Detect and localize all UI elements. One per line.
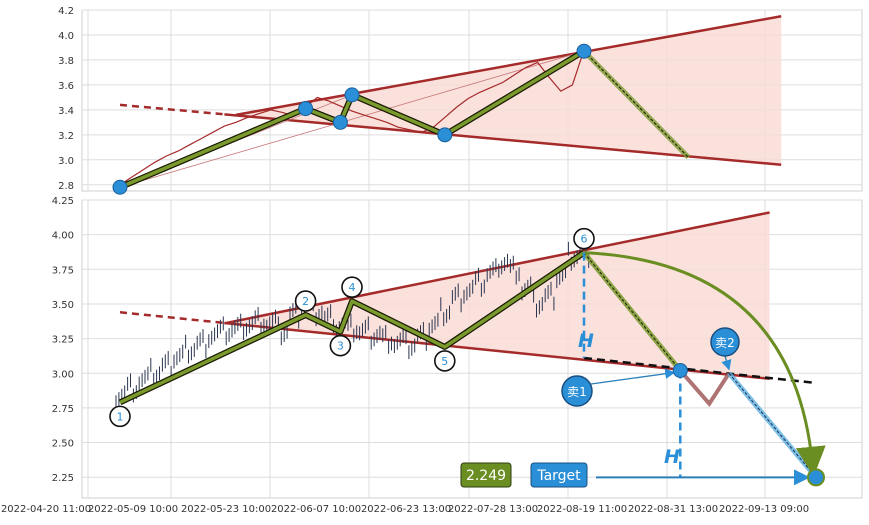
point-label-5: 5 [441, 355, 448, 368]
upper-trendline [235, 15, 782, 117]
sell-1-pointer [590, 368, 676, 385]
target-point [807, 468, 825, 487]
y-tick-label: 2.25 [52, 473, 74, 484]
projection-line-dash [583, 252, 681, 371]
point-label-6: 6 [581, 233, 588, 246]
point-marker-5 [433, 350, 456, 372]
point-label-4: 4 [349, 281, 356, 294]
triangle-fill [236, 16, 782, 165]
lower-trendline-dashed [119, 311, 225, 325]
height-marker-2: H [664, 446, 680, 468]
target-value-text: 2.249 [466, 468, 506, 484]
y-tick-label: 3.50 [52, 300, 74, 311]
y-tick-label: 3.0 [58, 156, 74, 167]
point-marker-3 [329, 334, 352, 357]
target-label-box [530, 462, 588, 488]
x-tick-label: 2022-09-13 09:00 [719, 504, 809, 515]
pattern-point [344, 87, 360, 103]
point-marker-2 [294, 290, 317, 312]
zigzag-pattern [119, 251, 585, 404]
sell-1-label: 卖1 [567, 385, 587, 399]
zigzag-pattern [119, 49, 585, 189]
sell-1-bubble [561, 375, 593, 407]
y-tick-label: 3.8 [58, 56, 74, 67]
point-label-1: 1 [117, 410, 124, 423]
point-marker-1 [109, 405, 131, 428]
x-tick-label: 2022-08-31 13:00 [628, 504, 718, 515]
target-label-text: Target [536, 468, 581, 484]
x-tick-label: 2022-05-23 10:00 [181, 504, 271, 515]
y-tick-label: 2.75 [52, 404, 74, 415]
y-tick-label: 3.25 [52, 335, 74, 346]
triangle-fill [224, 212, 770, 379]
top-panel: 4.2 4.0 3.8 3.6 3.4 3.2 3.0 2.8 [58, 6, 863, 195]
y-tick-label: 2.8 [58, 181, 74, 192]
sell-2-bubble [710, 327, 740, 357]
pattern-point [332, 114, 348, 130]
y-tick-label: 3.6 [58, 81, 74, 92]
y-tick-label: 4.2 [58, 6, 74, 17]
bottom-panel: 4.25 4.00 3.75 3.50 3.25 3.00 2.75 2.50 2.25 1 2 3 4… [52, 196, 863, 499]
point-label-3: 3 [337, 340, 344, 353]
price-line [119, 49, 585, 186]
point-marker-4 [341, 276, 363, 298]
breakout-point [672, 362, 688, 378]
y-tick-label: 4.00 [52, 231, 74, 242]
sell-2-pointer [721, 355, 732, 371]
height-marker-1: H [578, 330, 594, 352]
point-marker-6 [573, 227, 595, 250]
pattern-point [576, 43, 592, 59]
curved-arrow [583, 251, 826, 477]
x-tick-label: 2022-07-28 13:00 [448, 504, 538, 515]
lower-trendline-dashed [119, 103, 225, 116]
y-tick-label: 4.25 [52, 196, 74, 207]
annotations: 2.249 Target 卖1 卖2 H H [460, 327, 740, 488]
y-tick-label: 4.0 [58, 31, 74, 42]
target-path-dash [728, 372, 817, 478]
pattern-point [298, 101, 314, 117]
y-tick-label: 3.2 [58, 131, 74, 142]
x-tick-label: 2022-04-20 11:00 [1, 504, 91, 515]
x-tick-label: 2022-06-07 10:00 [271, 504, 361, 515]
y-tick-label: 3.00 [52, 369, 74, 380]
sell-2-label: 卖2 [715, 336, 735, 350]
y-tick-label: 3.75 [52, 265, 74, 276]
y-tick-label: 2.50 [52, 439, 74, 450]
pattern-point [112, 179, 128, 195]
projection-line [582, 49, 691, 160]
y-tick-label: 3.4 [58, 106, 74, 117]
pullback-line [678, 369, 731, 408]
fan-line [119, 50, 585, 188]
point-label-2: 2 [302, 295, 309, 308]
x-tick-label: 2022-05-09 10:00 [88, 504, 178, 515]
x-tick-label: 2022-08-19 11:00 [537, 504, 627, 515]
x-tick-label: 2022-06-23 13:00 [361, 504, 451, 515]
target-value-box [460, 462, 512, 488]
pattern-point [437, 127, 453, 143]
